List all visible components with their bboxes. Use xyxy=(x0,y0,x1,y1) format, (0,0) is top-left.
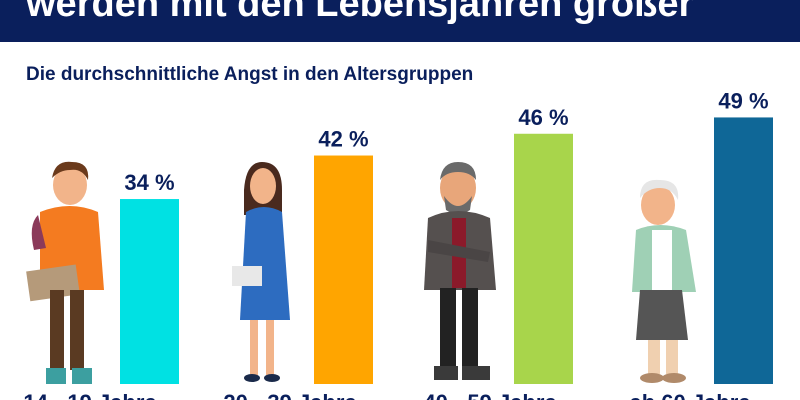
chart-subtitle: Die durchschnittliche Angst in den Alter… xyxy=(26,64,473,85)
illustration-teen xyxy=(26,161,104,384)
header-band xyxy=(0,0,800,42)
value-label: 34 % xyxy=(124,170,174,195)
category-label: ab 60 Jahre xyxy=(629,390,750,400)
category-label: 40 - 59 Jahre xyxy=(423,390,556,400)
illustration-elderly xyxy=(632,179,696,383)
illustration-woman xyxy=(232,162,290,382)
illustration-man xyxy=(424,162,496,380)
bar xyxy=(514,133,573,384)
bar xyxy=(314,155,373,384)
bar xyxy=(714,117,773,384)
chart-title: werden mit den Lebensjahren größer xyxy=(25,0,693,25)
bar xyxy=(120,199,179,384)
category-label: 14 - 19 Jahre xyxy=(23,390,156,400)
value-label: 46 % xyxy=(518,105,568,130)
category-label: 20 - 39 Jahre xyxy=(223,390,356,400)
value-label: 49 % xyxy=(718,88,768,113)
value-label: 42 % xyxy=(318,127,368,152)
